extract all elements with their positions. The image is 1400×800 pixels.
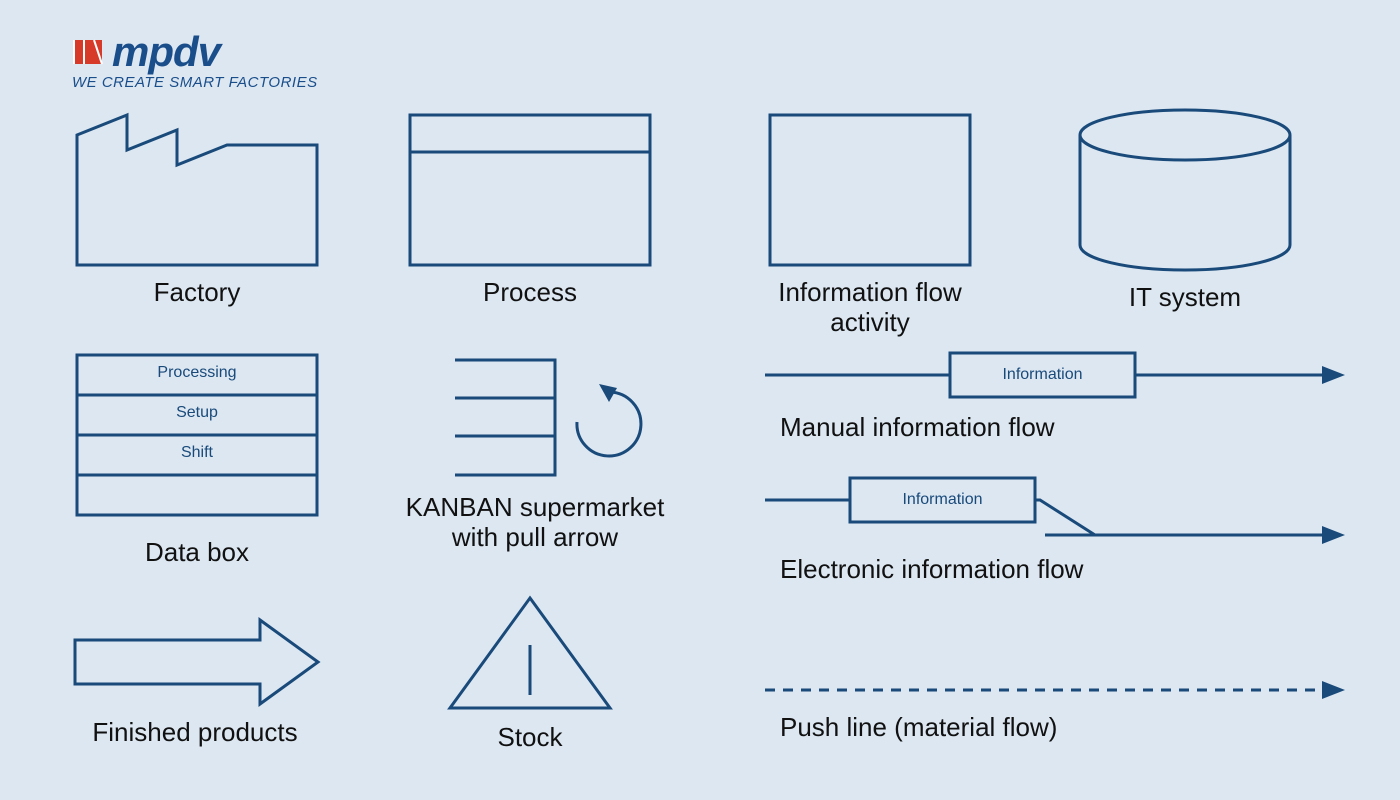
factory-icon — [72, 110, 322, 270]
info-activity-icon — [765, 110, 975, 270]
brand-name: mpdv — [112, 28, 220, 76]
data-box-row: Setup — [72, 404, 322, 422]
finished-products-icon — [60, 615, 330, 710]
symbol-kanban: KANBAN supermarket with pull arrow — [395, 350, 675, 553]
data-box-row: Shift — [72, 444, 322, 462]
data-box-label: Data box — [72, 538, 322, 568]
symbol-process: Process — [405, 110, 655, 308]
logo-mark-icon — [72, 34, 108, 70]
brand-logo: mpdv WE CREATE SMART FACTORIES — [72, 28, 318, 91]
symbol-info-activity: Information flow activity — [765, 110, 975, 338]
symbol-data-box: Processing Setup Shift Data box — [72, 350, 322, 568]
stock-label: Stock — [440, 723, 620, 753]
factory-label: Factory — [72, 278, 322, 308]
symbol-finished-products: Finished products — [60, 615, 330, 748]
finished-products-label: Finished products — [60, 718, 330, 748]
process-icon — [405, 110, 655, 270]
data-box-row: Processing — [72, 364, 322, 382]
electronic-flow-label: Electronic information flow — [780, 555, 1350, 585]
info-activity-label: Information flow activity — [765, 278, 975, 338]
kanban-icon — [395, 350, 675, 485]
kanban-label: KANBAN supermarket with pull arrow — [395, 493, 675, 553]
electronic-flow-box-text: Information — [850, 491, 1035, 509]
it-system-icon — [1070, 105, 1300, 275]
symbol-electronic-flow: Information Electronic information flow — [760, 470, 1350, 585]
symbol-manual-flow: Information Manual information flow — [760, 345, 1350, 443]
symbol-factory: Factory — [72, 110, 322, 308]
brand-tagline: WE CREATE SMART FACTORIES — [72, 74, 318, 91]
electronic-flow-icon — [760, 470, 1350, 555]
it-system-label: IT system — [1070, 283, 1300, 313]
symbol-push-line: Push line (material flow) — [760, 675, 1350, 743]
symbol-it-system: IT system — [1070, 105, 1300, 313]
push-line-label: Push line (material flow) — [780, 713, 1350, 743]
manual-flow-box-text: Information — [950, 366, 1135, 384]
process-label: Process — [405, 278, 655, 308]
manual-flow-label: Manual information flow — [780, 413, 1350, 443]
symbol-stock: Stock — [440, 590, 620, 753]
push-line-icon — [760, 675, 1350, 705]
stock-icon — [440, 590, 620, 715]
